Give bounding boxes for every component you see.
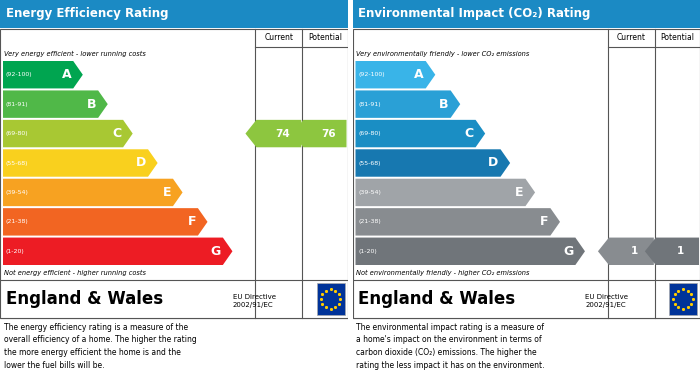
Polygon shape	[3, 90, 108, 118]
Polygon shape	[356, 179, 535, 206]
Text: The environmental impact rating is a measure of
a home's impact on the environme: The environmental impact rating is a mea…	[356, 323, 545, 369]
Text: (69-80): (69-80)	[358, 131, 381, 136]
Text: England & Wales: England & Wales	[6, 290, 163, 308]
Text: Potential: Potential	[660, 34, 694, 43]
Text: D: D	[136, 156, 146, 170]
Text: (39-54): (39-54)	[358, 190, 382, 195]
Text: F: F	[188, 215, 196, 228]
Text: Environmental Impact (CO₂) Rating: Environmental Impact (CO₂) Rating	[358, 7, 591, 20]
Text: A: A	[414, 68, 424, 81]
Text: G: G	[563, 245, 573, 258]
Text: E: E	[162, 186, 171, 199]
FancyBboxPatch shape	[0, 0, 347, 28]
Text: (21-38): (21-38)	[358, 219, 382, 224]
Polygon shape	[3, 179, 183, 206]
Bar	[316, 283, 344, 315]
Text: (92-100): (92-100)	[358, 72, 385, 77]
Text: D: D	[489, 156, 498, 170]
Text: (1-20): (1-20)	[358, 249, 377, 254]
Text: B: B	[439, 98, 449, 111]
Polygon shape	[356, 90, 461, 118]
Polygon shape	[598, 238, 654, 265]
FancyBboxPatch shape	[353, 0, 700, 28]
Polygon shape	[645, 238, 699, 265]
Polygon shape	[3, 208, 207, 235]
Text: (92-100): (92-100)	[6, 72, 33, 77]
Polygon shape	[356, 149, 510, 177]
Text: England & Wales: England & Wales	[358, 290, 516, 308]
Text: F: F	[540, 215, 548, 228]
Polygon shape	[3, 238, 232, 265]
Text: (55-68): (55-68)	[6, 160, 29, 165]
Text: 76: 76	[321, 129, 335, 138]
Text: Not environmentally friendly - higher CO₂ emissions: Not environmentally friendly - higher CO…	[356, 269, 530, 276]
Text: C: C	[465, 127, 474, 140]
Text: (39-54): (39-54)	[6, 190, 29, 195]
Text: Not energy efficient - higher running costs: Not energy efficient - higher running co…	[4, 269, 146, 276]
Text: (81-91): (81-91)	[6, 102, 29, 107]
Bar	[353, 29, 700, 318]
Polygon shape	[3, 120, 133, 147]
Text: Current: Current	[265, 34, 293, 43]
Text: B: B	[87, 98, 96, 111]
Text: Very environmentally friendly - lower CO₂ emissions: Very environmentally friendly - lower CO…	[356, 50, 530, 57]
Text: (21-38): (21-38)	[6, 219, 29, 224]
Text: Energy Efficiency Rating: Energy Efficiency Rating	[6, 7, 169, 20]
Bar	[669, 283, 697, 315]
Text: (69-80): (69-80)	[6, 131, 29, 136]
Text: The energy efficiency rating is a measure of the
overall efficiency of a home. T: The energy efficiency rating is a measur…	[4, 323, 197, 369]
Text: 74: 74	[275, 129, 290, 138]
Polygon shape	[3, 61, 83, 88]
Polygon shape	[246, 120, 301, 147]
Text: Potential: Potential	[308, 34, 342, 43]
Polygon shape	[356, 120, 485, 147]
Bar	[0, 29, 347, 318]
Bar	[353, 280, 700, 318]
Text: (55-68): (55-68)	[358, 160, 381, 165]
Text: E: E	[515, 186, 524, 199]
Polygon shape	[3, 149, 158, 177]
Text: (81-91): (81-91)	[358, 102, 381, 107]
Polygon shape	[356, 208, 560, 235]
Bar	[347, 0, 353, 391]
Text: A: A	[62, 68, 71, 81]
Polygon shape	[356, 238, 585, 265]
Text: C: C	[112, 127, 121, 140]
Text: EU Directive
2002/91/EC: EU Directive 2002/91/EC	[585, 294, 629, 308]
Polygon shape	[356, 61, 435, 88]
Bar	[0, 280, 347, 318]
Text: (1-20): (1-20)	[6, 249, 25, 254]
Text: G: G	[211, 245, 221, 258]
Text: 1: 1	[677, 246, 685, 256]
Text: EU Directive
2002/91/EC: EU Directive 2002/91/EC	[233, 294, 276, 308]
Text: Very energy efficient - lower running costs: Very energy efficient - lower running co…	[4, 50, 146, 57]
Text: 1: 1	[631, 246, 638, 256]
Polygon shape	[293, 120, 346, 147]
Text: Current: Current	[617, 34, 646, 43]
